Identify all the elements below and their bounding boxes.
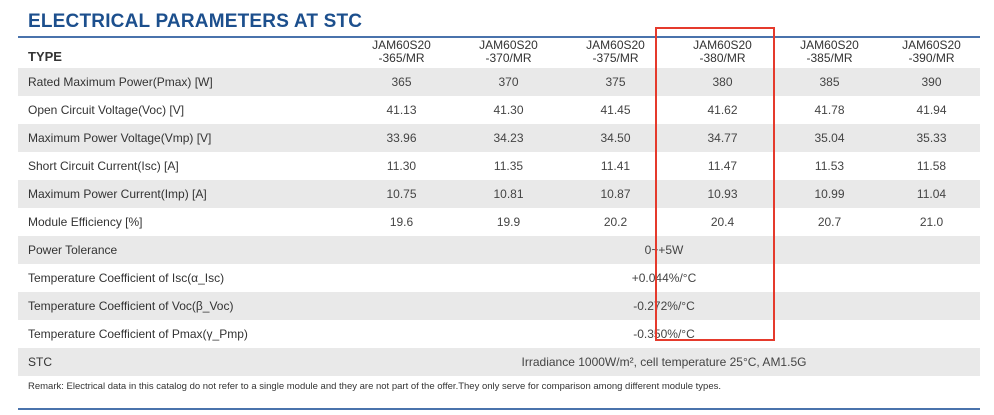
cell-value: 11.47 — [707, 159, 738, 173]
row-label: Temperature Coefficient of Pmax(γ_Pmp) — [28, 327, 248, 341]
table-row: STC Irradiance 1000W/m², cell temperatur… — [18, 348, 980, 376]
cell-value: 10.81 — [455, 180, 562, 208]
table-row: Temperature Coefficient of Pmax(γ_Pmp) -… — [18, 320, 980, 348]
cell-value: 20.4 — [710, 215, 735, 229]
row-label: Short Circuit Current(Isc) [A] — [28, 159, 179, 173]
stc-value: Irradiance 1000W/m², cell temperature 25… — [348, 348, 980, 376]
table-row: Temperature Coefficient of Isc(α_Isc) +0… — [18, 264, 980, 292]
cell-value: 10.75 — [348, 180, 455, 208]
model-header: JAM60S20 -390/MR — [902, 38, 961, 65]
row-label: Open Circuit Voltage(Voc) [V] — [28, 103, 185, 117]
cell-value: 11.53 — [814, 159, 845, 173]
table-row: Open Circuit Voltage(Voc) [V] 41.13 41.3… — [18, 96, 980, 124]
cell-value: 19.6 — [389, 215, 414, 229]
cell-value: 34.23 — [455, 124, 562, 152]
shared-value: +0.044%/°C — [631, 271, 697, 285]
type-header: TYPE — [28, 49, 62, 64]
cell-value: 41.45 — [600, 103, 631, 117]
model-header: JAM60S20 -385/MR — [800, 38, 859, 65]
cell-value: 35.33 — [883, 124, 980, 152]
cell-value: 380 — [669, 68, 776, 96]
cell-value: 365 — [348, 68, 455, 96]
cell-value: 11.41 — [600, 159, 631, 173]
cell-value: 10.87 — [562, 180, 669, 208]
cell-value: 375 — [562, 68, 669, 96]
cell-value: 41.62 — [707, 103, 738, 117]
table-row: Maximum Power Current(Imp) [A] 10.75 10.… — [18, 180, 980, 208]
cell-value: 370 — [455, 68, 562, 96]
table-row: Maximum Power Voltage(Vmp) [V] 33.96 34.… — [18, 124, 980, 152]
parameters-table: TYPE JAM60S20 -365/MR JAM60S20 -370/MR JAM… — [18, 36, 980, 376]
header-row: TYPE JAM60S20 -365/MR JAM60S20 -370/MR JAM… — [18, 36, 980, 68]
row-label: Maximum Power Current(Imp) [A] — [18, 180, 348, 208]
cell-value: 11.04 — [883, 180, 980, 208]
cell-value: 20.7 — [817, 215, 842, 229]
cell-value: 34.50 — [562, 124, 669, 152]
model-header: JAM60S20 -365/MR — [372, 38, 431, 65]
cell-value: 33.96 — [348, 124, 455, 152]
section-title: ELECTRICAL PARAMETERS AT STC — [28, 11, 363, 32]
cell-value: 10.93 — [669, 180, 776, 208]
cell-value: 20.2 — [603, 215, 628, 229]
row-label: Power Tolerance — [18, 236, 348, 264]
cell-value: 11.58 — [916, 159, 947, 173]
model-header: JAM60S20 -375/MR — [586, 38, 645, 65]
row-label: Temperature Coefficient of Voc(β_Voc) — [18, 292, 348, 320]
table-row: Module Efficiency [%] 19.6 19.9 20.2 20.… — [18, 208, 980, 236]
cell-value: 21.0 — [919, 215, 944, 229]
cell-value: 35.04 — [776, 124, 883, 152]
cell-value: 385 — [776, 68, 883, 96]
cell-value: 11.30 — [386, 159, 417, 173]
cell-value: 41.78 — [814, 103, 845, 117]
shared-value: -0.350%/°C — [633, 327, 695, 341]
stc-label: STC — [18, 348, 348, 376]
model-header: JAM60S20 -380/MR — [693, 38, 752, 65]
cell-value: 34.77 — [669, 124, 776, 152]
cell-value: 41.13 — [386, 103, 417, 117]
row-label: Rated Maximum Power(Pmax) [W] — [18, 68, 348, 96]
cell-value: 41.30 — [493, 103, 524, 117]
table-row: Rated Maximum Power(Pmax) [W] 365 370 37… — [18, 68, 980, 96]
table-row: Short Circuit Current(Isc) [A] 11.30 11.… — [18, 152, 980, 180]
row-label: Module Efficiency [%] — [28, 215, 143, 229]
cell-value: 19.9 — [496, 215, 521, 229]
cell-value: 390 — [883, 68, 980, 96]
title-bar: ELECTRICAL PARAMETERS AT STC — [18, 6, 980, 38]
cell-value: 41.94 — [916, 103, 947, 117]
row-label: Temperature Coefficient of Isc(α_Isc) — [28, 271, 225, 285]
bottom-divider — [18, 408, 980, 410]
cell-value: 11.35 — [493, 159, 524, 173]
row-label: Maximum Power Voltage(Vmp) [V] — [18, 124, 348, 152]
table-row: Power Tolerance 0~+5W — [18, 236, 980, 264]
cell-value: 10.99 — [776, 180, 883, 208]
model-header: JAM60S20 -370/MR — [479, 38, 538, 65]
shared-value: 0~+5W — [348, 236, 980, 264]
shared-value: -0.272%/°C — [348, 292, 980, 320]
remark-text: Remark: Electrical data in this catalog … — [28, 381, 721, 392]
table-row: Temperature Coefficient of Voc(β_Voc) -0… — [18, 292, 980, 320]
